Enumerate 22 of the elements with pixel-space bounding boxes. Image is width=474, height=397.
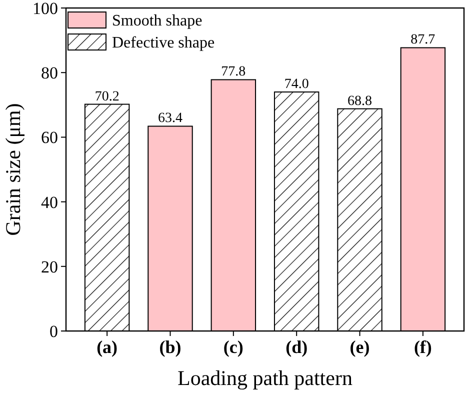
x-tick-label: (d) [286, 337, 308, 357]
x-tick-label: (f) [414, 337, 432, 357]
y-tick-label: 0 [50, 322, 58, 341]
data-label: 70.2 [94, 89, 120, 104]
data-label: 74.0 [284, 76, 309, 92]
x-tick-label: (c) [223, 337, 244, 357]
y-tick-label: 60 [41, 128, 58, 148]
x-tick-label: (a) [96, 337, 118, 357]
y-tick-label: 40 [41, 192, 58, 212]
data-label: 87.7 [410, 32, 436, 48]
data-label: 63.4 [158, 111, 182, 126]
x-tick-label: (b) [159, 337, 182, 357]
y-tick-label: 20 [41, 257, 58, 276]
y-tick-label: 80 [41, 64, 58, 83]
y-axis-title: Grain size (μm) [1, 103, 25, 236]
x-tick-label: (e) [350, 337, 370, 357]
legend-label: Defective shape [112, 34, 215, 52]
y-tick-label: 100 [32, 0, 58, 18]
data-label: 68.8 [348, 94, 372, 109]
x-axis-title: Loading path pattern [178, 366, 353, 390]
data-label: 77.8 [221, 64, 246, 80]
legend-label: Smooth shape [112, 12, 202, 30]
